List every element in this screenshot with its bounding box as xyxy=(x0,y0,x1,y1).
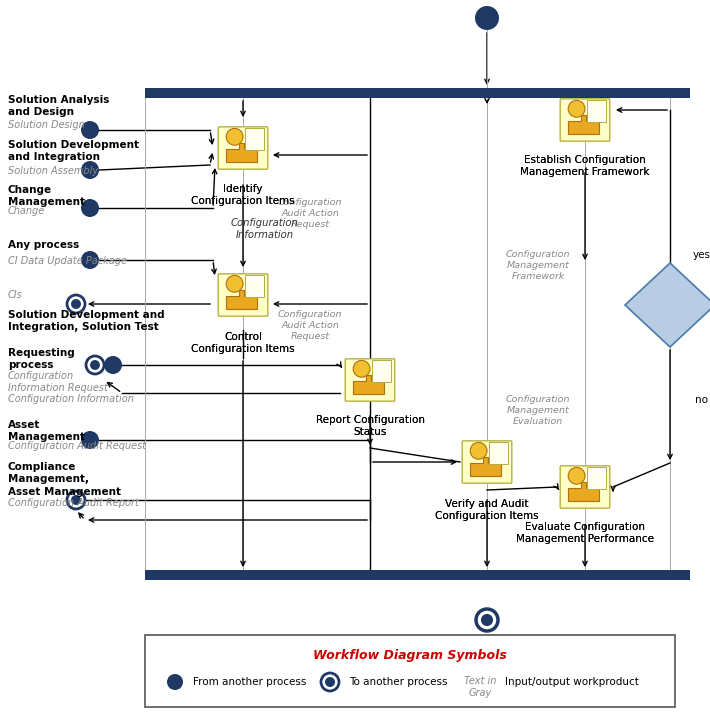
Polygon shape xyxy=(568,482,599,501)
Text: Change: Change xyxy=(8,206,45,216)
Polygon shape xyxy=(372,360,391,382)
FancyBboxPatch shape xyxy=(560,99,610,142)
Polygon shape xyxy=(226,143,257,162)
Polygon shape xyxy=(625,263,710,347)
Text: Configuration
Audit Action
Request: Configuration Audit Action Request xyxy=(278,198,342,229)
Text: Configuration
Information: Configuration Information xyxy=(231,218,299,240)
Circle shape xyxy=(67,491,85,509)
Circle shape xyxy=(167,674,183,690)
Text: Configuration
Management
Framework: Configuration Management Framework xyxy=(506,250,570,281)
Text: CI Data Update Package: CI Data Update Package xyxy=(8,256,127,266)
Text: To another process: To another process xyxy=(349,677,447,687)
Text: Input/output workproduct: Input/output workproduct xyxy=(505,677,639,687)
Polygon shape xyxy=(587,100,606,122)
Text: CIs: CIs xyxy=(8,290,23,300)
Polygon shape xyxy=(353,375,384,394)
Text: Solution Development and
Integration, Solution Test: Solution Development and Integration, So… xyxy=(8,310,165,332)
Text: Solution Development
and Integration: Solution Development and Integration xyxy=(8,140,139,162)
Text: Solution Analysis
and Design: Solution Analysis and Design xyxy=(8,95,109,118)
Text: Establish Configuration
Management Framework: Establish Configuration Management Frame… xyxy=(520,155,650,178)
Polygon shape xyxy=(245,129,264,150)
FancyBboxPatch shape xyxy=(560,466,610,508)
Circle shape xyxy=(476,609,498,631)
Circle shape xyxy=(475,6,499,30)
Text: Identify
Configuration Items: Identify Configuration Items xyxy=(191,184,295,206)
Polygon shape xyxy=(489,443,508,464)
Text: Configuration Audit Report: Configuration Audit Report xyxy=(8,498,139,508)
Text: Control
Configuration Items: Control Configuration Items xyxy=(191,332,295,355)
Circle shape xyxy=(325,677,335,687)
Text: Report Configuration
Status: Report Configuration Status xyxy=(315,415,425,438)
Circle shape xyxy=(81,199,99,217)
Text: Configuration Audit Request: Configuration Audit Request xyxy=(8,441,146,451)
Text: yes: yes xyxy=(693,250,710,260)
Circle shape xyxy=(481,614,493,626)
Circle shape xyxy=(71,299,81,309)
Text: no: no xyxy=(695,395,708,405)
Text: Any process: Any process xyxy=(8,240,80,250)
Circle shape xyxy=(226,129,243,145)
Circle shape xyxy=(81,431,99,449)
Text: Compliance
Management,
Asset Management: Compliance Management, Asset Management xyxy=(8,462,121,497)
Text: Evaluate Configuration
Management Performance: Evaluate Configuration Management Perfor… xyxy=(516,522,654,544)
Polygon shape xyxy=(245,275,264,297)
FancyBboxPatch shape xyxy=(218,274,268,316)
Circle shape xyxy=(321,673,339,691)
FancyBboxPatch shape xyxy=(218,127,268,169)
Circle shape xyxy=(568,100,585,117)
Circle shape xyxy=(104,356,122,374)
Circle shape xyxy=(353,360,370,377)
Text: Configuration
Information Request: Configuration Information Request xyxy=(8,371,108,393)
Circle shape xyxy=(81,161,99,179)
Circle shape xyxy=(568,467,585,484)
Text: Verify and Audit
Configuration Items: Verify and Audit Configuration Items xyxy=(435,499,539,521)
Circle shape xyxy=(470,443,487,459)
Bar xyxy=(145,570,690,580)
Text: Requesting
process: Requesting process xyxy=(8,348,75,370)
Text: Workflow Diagram Symbols: Workflow Diagram Symbols xyxy=(313,649,507,662)
Text: Control
Configuration Items: Control Configuration Items xyxy=(191,332,295,355)
Text: Evaluate Configuration
Management Performance: Evaluate Configuration Management Perfor… xyxy=(516,522,654,544)
Text: Configuration Information: Configuration Information xyxy=(8,394,134,404)
Bar xyxy=(145,88,690,98)
Circle shape xyxy=(86,356,104,374)
FancyBboxPatch shape xyxy=(145,635,675,707)
Text: Establish Configuration
Management Framework: Establish Configuration Management Frame… xyxy=(520,155,650,178)
Polygon shape xyxy=(470,457,501,476)
FancyBboxPatch shape xyxy=(462,441,512,483)
Circle shape xyxy=(81,121,99,139)
Text: Verify and Audit
Configuration Items: Verify and Audit Configuration Items xyxy=(435,499,539,521)
Text: Report Configuration
Status: Report Configuration Status xyxy=(315,415,425,438)
Circle shape xyxy=(67,295,85,313)
Circle shape xyxy=(226,275,243,292)
Text: Asset
Management: Asset Management xyxy=(8,420,85,443)
Text: Solution Design: Solution Design xyxy=(8,120,84,130)
Text: Identify
Configuration Items: Identify Configuration Items xyxy=(191,184,295,206)
FancyBboxPatch shape xyxy=(345,359,395,401)
Text: Configuration
Management
Evaluation: Configuration Management Evaluation xyxy=(506,395,570,426)
Polygon shape xyxy=(587,467,606,490)
Text: Solution Assembly: Solution Assembly xyxy=(8,166,98,176)
Text: From another process: From another process xyxy=(193,677,307,687)
Circle shape xyxy=(90,360,100,370)
Text: Text in
Gray: Text in Gray xyxy=(464,676,496,697)
Text: Configuration
Audit Action
Request: Configuration Audit Action Request xyxy=(278,310,342,342)
Text: Change
Management: Change Management xyxy=(8,185,85,207)
Polygon shape xyxy=(226,290,257,309)
Circle shape xyxy=(81,251,99,269)
Circle shape xyxy=(71,495,81,505)
Polygon shape xyxy=(568,115,599,134)
